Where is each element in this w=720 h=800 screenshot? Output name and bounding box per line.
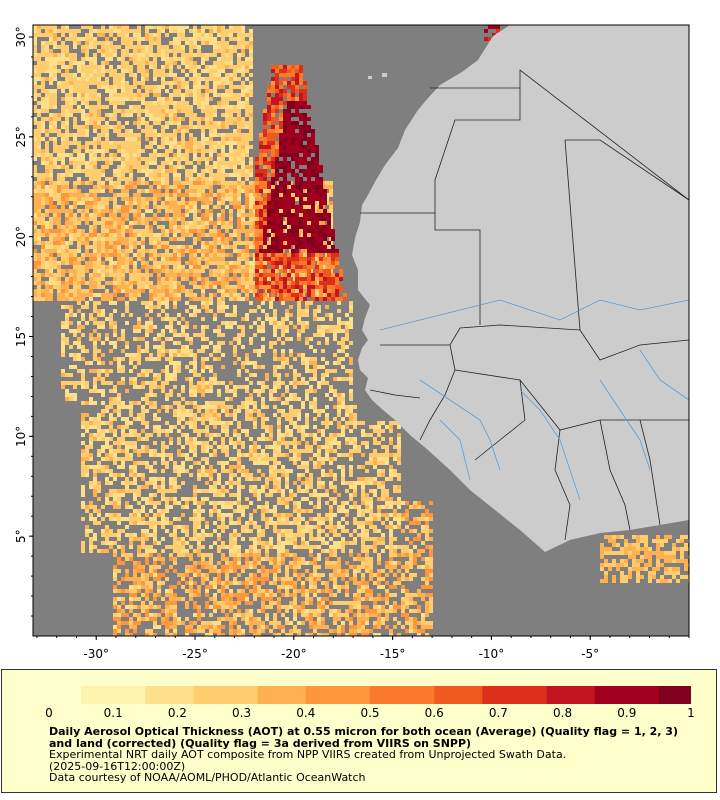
colorbar-tick-label: 0.4 <box>296 706 316 720</box>
map-caption: Daily Aerosol Optical Thickness (AOT) at… <box>49 726 689 784</box>
colorbar-swatch <box>321 686 339 704</box>
colorbar-swatch <box>81 686 98 704</box>
colorbar-swatch <box>177 686 194 704</box>
colorbar-swatch <box>241 686 259 704</box>
caption-title: Daily Aerosol Optical Thickness (AOT) at… <box>49 725 678 750</box>
colorbar-tick-label: 0.8 <box>553 706 573 720</box>
caption-date: (2025-09-16T12:00:00Z) <box>49 759 186 773</box>
colorbar-swatch <box>353 686 371 704</box>
colorbar-tick-label: 0 <box>45 706 53 720</box>
colorbar-swatch <box>386 686 403 704</box>
colorbar-swatch <box>578 686 596 704</box>
colorbar-swatch <box>370 686 387 704</box>
country-borders <box>360 69 689 541</box>
aot-map: 30° 25° 20° 15° 10° 5° -30° -25° -20° -15° -10° -5° <box>14 24 690 661</box>
colorbar-swatch <box>257 686 275 704</box>
colorbar-swatch <box>305 686 323 704</box>
lon-tick-label: -5° <box>581 647 599 661</box>
colorbar-swatch <box>482 686 499 704</box>
lon-tick-label: -10° <box>479 647 505 661</box>
colorbar-swatch <box>129 686 146 704</box>
colorbar-tick-label: 0.7 <box>488 706 508 720</box>
colorbar-swatch <box>514 686 531 704</box>
lat-tick-label: 30° <box>14 26 28 47</box>
colorbar-swatch <box>642 686 660 704</box>
colorbar <box>49 686 691 704</box>
caption-credit: Data courtesy of NOAA/AOML/PHOD/Atlantic… <box>49 771 366 784</box>
colorbar-swatch <box>209 686 227 704</box>
axis-ticks: 30° 25° 20° 15° 10° 5° -30° -25° -20° -15° -10° -5° <box>14 26 690 661</box>
colorbar-swatch <box>658 686 676 704</box>
colorbar-swatch <box>594 686 612 704</box>
lat-tick-label: 20° <box>14 226 28 247</box>
canary-island <box>382 73 387 77</box>
canary-island <box>368 76 372 79</box>
colorbar-swatch <box>97 686 114 704</box>
colorbar-swatch <box>402 686 419 704</box>
colorbar-swatch <box>610 686 628 704</box>
colorbar-swatch <box>562 686 580 704</box>
lon-tick-label: -20° <box>281 647 307 661</box>
colorbar-tick-label: 0.3 <box>232 706 252 720</box>
colorbar-swatch <box>466 686 483 704</box>
rivers <box>379 299 689 501</box>
colorbar-tick-label: 0.2 <box>167 706 187 720</box>
colorbar-swatch <box>161 686 178 704</box>
colorbar-swatch <box>273 686 291 704</box>
colorbar-swatch <box>498 686 515 704</box>
aot-data-layer <box>33 25 689 636</box>
colorbar-swatch <box>193 686 210 704</box>
plot-frame <box>32 24 690 637</box>
colorbar-swatch <box>289 686 307 704</box>
colorbar-swatch <box>530 686 548 704</box>
colorbar-swatch <box>113 686 130 704</box>
colorbar-tick-label: 0.5 <box>360 706 380 720</box>
lon-tick-label: -25° <box>182 647 208 661</box>
colorbar-swatch <box>337 686 355 704</box>
colorbar-swatch <box>626 686 644 704</box>
colorbar-swatch <box>145 686 162 704</box>
colorbar-swatch <box>49 686 66 704</box>
lat-tick-label: 15° <box>14 326 28 347</box>
lon-tick-label: -30° <box>83 647 109 661</box>
colorbar-swatch <box>418 686 435 704</box>
lon-tick-label: -15° <box>380 647 406 661</box>
lat-tick-label: 25° <box>14 126 28 147</box>
map-panel: 30° 25° 20° 15° 10° 5° -30° -25° -20° -15° -10° -5° <box>14 24 690 661</box>
colorbar-swatch <box>450 686 467 704</box>
caption-source: Experimental NRT daily AOT composite fro… <box>49 748 567 761</box>
lat-tick-label: 5° <box>14 529 28 543</box>
lat-tick-label: 10° <box>14 426 28 447</box>
colorbar-swatch <box>434 686 451 704</box>
colorbar-tick-label: 0.6 <box>424 706 444 720</box>
colorbar-swatch <box>546 686 564 704</box>
colorbar-swatch <box>225 686 243 704</box>
colorbar-swatch <box>65 686 82 704</box>
colorbar-tick-label: 1 <box>687 706 695 720</box>
colorbar-swatch <box>674 686 691 704</box>
colorbar-tick-label: 0.1 <box>103 706 123 720</box>
legend-panel: 0 0.1 0.2 0.3 0.4 0.5 0.6 0.7 0.8 0.9 1 Daily Aero… <box>1 669 717 793</box>
colorbar-tick-label: 0.9 <box>617 706 637 720</box>
